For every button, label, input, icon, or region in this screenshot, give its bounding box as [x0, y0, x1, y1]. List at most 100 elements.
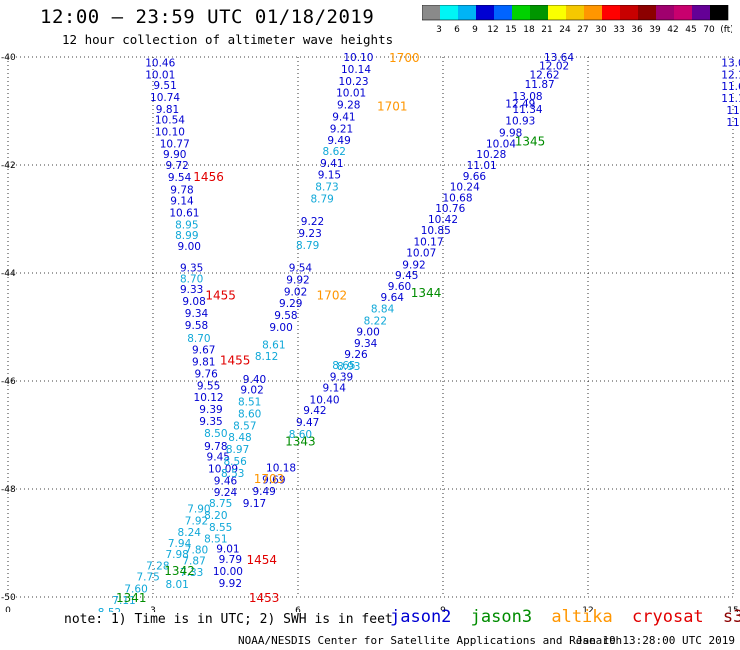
wave-height-label: 9.33	[180, 284, 203, 296]
legend-altika: altika	[551, 607, 613, 627]
wave-height-label: 9.60	[388, 281, 411, 293]
wave-height-label: 10.76	[435, 203, 465, 215]
wave-height-label: 8.57	[233, 420, 256, 432]
wave-height-label: 10.77	[160, 138, 190, 150]
chart-title: 12:00 – 23:59 UTC 01/18/2019	[40, 6, 375, 28]
wave-height-label: 9.41	[320, 158, 343, 170]
wave-height-label: 9.72	[165, 160, 188, 172]
pass-number-label: 1344	[411, 286, 442, 300]
wave-height-label: 10.17	[413, 237, 443, 249]
wave-height-label: 9.49	[252, 486, 275, 498]
wave-height-label: 9.14	[170, 196, 194, 208]
wave-height-label: 10.10	[155, 127, 185, 139]
wave-height-label: 9.45	[207, 452, 230, 464]
wave-height-label: 9.28	[337, 100, 360, 112]
wave-height-label: 8.79	[296, 240, 319, 252]
colorbar-swatch	[440, 5, 458, 20]
x-tick-label: 6	[295, 606, 301, 612]
colorbar-swatch	[512, 5, 530, 20]
wave-height-label: 9.51	[153, 80, 176, 92]
pass-number-label: 1455	[205, 289, 236, 303]
colorbar-swatch	[692, 5, 710, 20]
wave-height-label: 7.94	[168, 538, 192, 550]
wave-height-label: 9.40	[243, 374, 266, 386]
wave-height-label: 9.64	[381, 292, 405, 304]
wave-height-label: 9.49	[327, 135, 350, 147]
wave-height-label: 11	[726, 117, 739, 129]
colorbar-label: 21	[541, 25, 552, 35]
colorbar-swatch	[494, 5, 512, 20]
wave-height-label: 7.80	[185, 544, 208, 556]
wave-height-label: 10.61	[169, 208, 199, 220]
colorbar-label: 6	[454, 25, 460, 35]
y-tick-label: -42	[1, 161, 16, 171]
colorbar-label: 15	[505, 25, 516, 35]
wave-height-label: 8.84	[371, 304, 395, 316]
wave-height-label: 12.02	[539, 61, 569, 73]
x-tick-label: 12	[582, 606, 593, 612]
pass-number-label: 1342	[164, 564, 195, 578]
pass-number-label: 1455	[220, 353, 251, 367]
colorbar-label: 27	[577, 25, 588, 35]
wave-height-label: 9.01	[216, 543, 239, 555]
wave-height-label: 9.92	[286, 274, 309, 286]
satellite-legend: jason2 jason3 altika cryosat s3a	[390, 607, 740, 627]
pass-number-label: 1345	[515, 135, 546, 149]
colorbar-swatch	[566, 5, 584, 20]
wave-height-label: 9.42	[303, 405, 326, 417]
pass-number-label: 1456	[193, 170, 224, 184]
wave-height-label: 10.01	[145, 69, 175, 81]
colorbar-label: 18	[523, 25, 535, 35]
wave-height-label: 8.99	[175, 230, 198, 242]
chart-subtitle: 12 hour collection of altimeter wave hei…	[62, 32, 394, 47]
wave-height-label: 8.73	[315, 182, 338, 194]
wave-height-label: 9.24	[214, 487, 238, 499]
wave-height-label: 8.62	[323, 146, 346, 158]
colorbar-swatch	[620, 5, 638, 20]
pass-number-label: 1702	[317, 289, 348, 303]
wave-height-label: 9.08	[182, 296, 205, 308]
wave-height-label: 9.46	[214, 475, 238, 487]
wave-height-label: 8.20	[204, 510, 227, 522]
colorbar-label: 9	[472, 25, 478, 35]
wave-height-label: 9.69	[262, 474, 285, 486]
wave-height-label: 7.33	[180, 567, 203, 579]
wave-height-label: 9.14	[323, 382, 347, 394]
wave-height-label: 7.92	[185, 515, 208, 527]
wave-height-label: 8.70	[187, 333, 210, 345]
wave-height-label: 11.01	[467, 160, 497, 172]
wave-height-label: 9.47	[296, 417, 319, 429]
wave-height-label: 10.46	[145, 57, 175, 69]
wave-height-label: 13.0	[721, 57, 740, 69]
wave-height-label: 9.55	[197, 380, 220, 392]
wave-height-label: 12.1	[721, 69, 740, 81]
generated-timestamp: Jan 19 13:28:00 UTC 2019	[576, 634, 735, 647]
wave-height-label: 9.29	[279, 298, 302, 310]
colorbar-label: 42	[667, 25, 678, 35]
wave-height-label: 8.55	[209, 522, 232, 534]
wave-height-label: 10.10	[343, 52, 373, 64]
wave-height-label: 9.54	[168, 172, 192, 184]
wave-height-label: 8.53	[221, 468, 244, 480]
wave-height-label: 9.39	[199, 404, 222, 416]
pass-number-label: 1454	[246, 553, 277, 567]
wave-height-label: 9.23	[298, 228, 321, 240]
colorbar-label: 24	[559, 25, 571, 35]
wave-height-label: 8.48	[228, 432, 251, 444]
wave-height-label: 8.75	[209, 498, 232, 510]
wave-height-label: 8.52	[98, 607, 121, 612]
wave-height-label: 10.12	[194, 392, 224, 404]
legend-jason2: jason2	[390, 607, 452, 627]
y-tick-label: -50	[1, 593, 16, 603]
wave-height-label: 11.34	[513, 104, 543, 116]
colorbar-label: 30	[595, 25, 607, 35]
wave-height-label: 9.34	[354, 338, 378, 350]
wave-height-label: 10.74	[150, 92, 180, 104]
wave-height-label: 8.22	[364, 316, 387, 328]
pass-number-label: 1703	[254, 472, 285, 486]
wave-height-label: 10.68	[442, 192, 472, 204]
colorbar-swatch	[584, 5, 602, 20]
wave-height-label: 9.92	[219, 578, 242, 590]
wave-height-label: 8.97	[226, 444, 249, 456]
legend-jason3: jason3	[470, 607, 533, 627]
